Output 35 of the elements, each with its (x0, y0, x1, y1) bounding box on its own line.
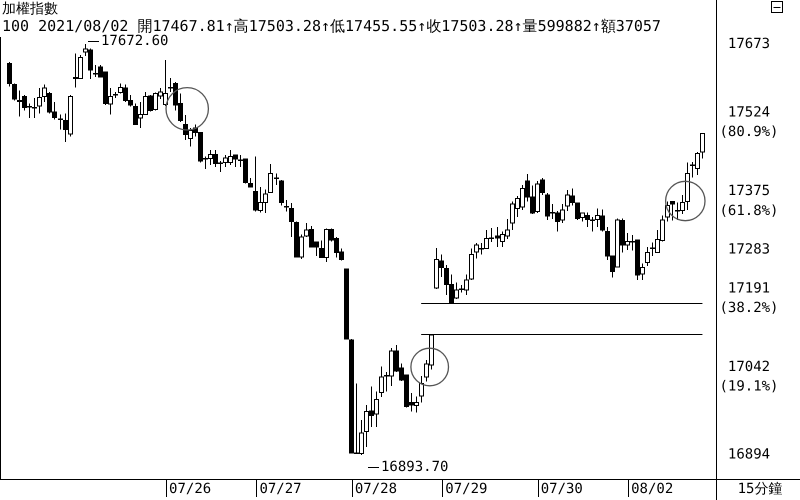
candlestick (685, 162, 690, 210)
x-tick-label: 07/30 (540, 481, 583, 497)
x-tick-label: 08/02 (631, 481, 674, 497)
candlestick (284, 199, 289, 212)
y-tick-label: 17191 (38.2%) (719, 280, 779, 316)
candlestick (645, 246, 650, 266)
x-tick-label: 07/29 (445, 481, 488, 497)
chart-subtitle: 100 2021/08/02 開17467.81↑高17503.28↑低17455.55↑收17503.28↑量599882↑額37057 (2, 17, 661, 35)
y-tick-label: 17524 (80.9%) (719, 104, 779, 140)
y-tick-label: 17042 (19.1%) (719, 358, 779, 394)
candlestick (700, 132, 705, 160)
candlestick (7, 61, 12, 88)
annotation: 17672.60 (101, 33, 168, 49)
x-tick-label: 07/26 (169, 481, 212, 497)
candlestick (58, 114, 63, 130)
candlestick (279, 179, 284, 206)
y-tick-label: 17673 (728, 36, 770, 52)
candlestick (37, 88, 42, 114)
candlestick (12, 82, 17, 101)
y-tick-label: 17375 (61.8%) (719, 183, 779, 219)
candlestick (113, 91, 118, 99)
candlestick (670, 201, 675, 222)
y-tick-label: 16894 (728, 446, 770, 463)
candlestick (248, 177, 253, 188)
x-tick-label: 07/28 (354, 481, 398, 497)
annotation: 16893.70 (381, 459, 448, 475)
candlestick (469, 248, 474, 281)
y-tick-label: 17283 (728, 242, 770, 258)
chart-title: 加權指數 (2, 1, 58, 17)
candlestick (289, 202, 294, 238)
candlestick (344, 268, 349, 340)
x-tick-label: 07/27 (259, 481, 302, 497)
x-axis-title: 15分鐘 (738, 481, 782, 497)
candlestick (379, 366, 384, 398)
candlestick (419, 376, 424, 404)
